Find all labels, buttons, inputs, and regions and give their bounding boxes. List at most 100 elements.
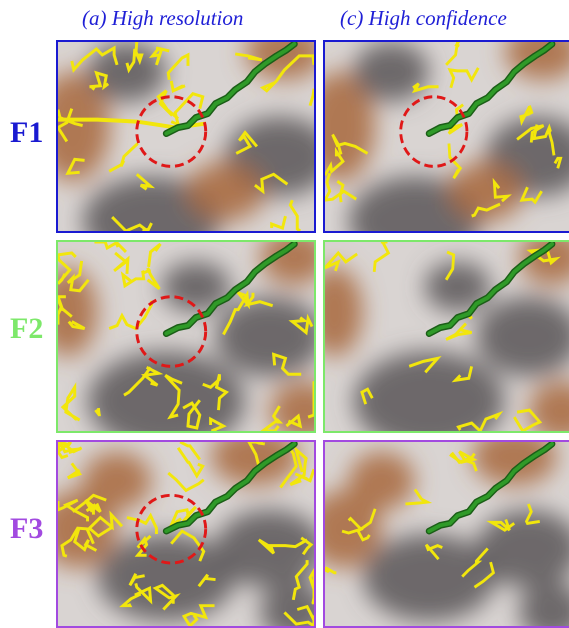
boundary-line bbox=[170, 529, 206, 562]
boundary-line bbox=[445, 42, 461, 66]
boundary-line bbox=[60, 525, 113, 558]
boundary-line bbox=[235, 52, 263, 62]
boundary-line bbox=[164, 373, 183, 420]
row-label-f3: F3 bbox=[10, 512, 44, 545]
boundary-line bbox=[424, 543, 443, 561]
boundary-line bbox=[524, 503, 540, 525]
boundary-line bbox=[58, 305, 73, 325]
boundary-line bbox=[73, 528, 98, 552]
boundary-line bbox=[167, 505, 197, 530]
boundary-line bbox=[108, 300, 154, 331]
boundary-line bbox=[235, 130, 259, 155]
trace-line bbox=[427, 242, 554, 336]
boundary-line bbox=[176, 447, 205, 479]
boundary-line bbox=[291, 560, 309, 601]
boundary-line bbox=[125, 42, 144, 74]
boundary-line bbox=[325, 250, 358, 272]
boundary-line bbox=[308, 567, 314, 605]
boundary-line bbox=[85, 510, 124, 545]
boundary-line bbox=[405, 488, 433, 506]
boundary-line bbox=[513, 408, 543, 431]
boundary-line bbox=[209, 416, 227, 431]
boundary-line bbox=[471, 202, 501, 218]
column-header-a: (a) High resolution bbox=[82, 6, 244, 30]
boundary-line bbox=[119, 592, 142, 608]
terrain-map bbox=[58, 42, 314, 231]
boundary-line bbox=[67, 320, 86, 331]
boundary-line bbox=[222, 289, 250, 336]
boundary-line bbox=[66, 260, 90, 293]
boundary-line bbox=[486, 518, 516, 532]
boundary-line bbox=[94, 407, 101, 417]
boundary-line bbox=[197, 573, 216, 588]
panel-f3-high-resolution bbox=[56, 440, 316, 628]
boundary-line bbox=[308, 88, 314, 107]
terrain-map bbox=[325, 442, 569, 626]
trace-line bbox=[427, 442, 554, 534]
boundary-line bbox=[259, 54, 314, 93]
boundary-line bbox=[526, 248, 561, 266]
trace-line bbox=[164, 442, 297, 534]
boundary-line bbox=[123, 366, 152, 397]
terrain-map bbox=[325, 42, 569, 231]
boundary-line bbox=[113, 251, 130, 274]
boundary-line bbox=[58, 251, 77, 285]
boundary-line bbox=[283, 604, 314, 626]
boundary-line bbox=[444, 250, 456, 281]
boundary-line bbox=[447, 143, 463, 180]
boundary-line bbox=[152, 583, 181, 611]
boundary-line bbox=[111, 216, 153, 231]
boundary-line bbox=[325, 146, 345, 177]
boundary-line bbox=[356, 508, 377, 542]
boundary-line bbox=[260, 405, 284, 431]
boundary-line bbox=[336, 180, 345, 203]
boundary-line bbox=[279, 449, 298, 489]
boundary-line bbox=[516, 124, 545, 143]
boundary-line bbox=[254, 172, 289, 195]
highlight-circle bbox=[135, 493, 208, 565]
boundary-line bbox=[360, 387, 374, 405]
boundary-line bbox=[120, 268, 152, 289]
boundary-line bbox=[445, 322, 472, 341]
boundary-line bbox=[519, 105, 534, 126]
panel-f2-high-confidence bbox=[323, 240, 569, 433]
boundary-line bbox=[288, 199, 302, 231]
boundary-line bbox=[461, 547, 489, 578]
boundary-line bbox=[325, 566, 337, 575]
column-header-c: (c) High confidence bbox=[340, 6, 507, 30]
terrain-map bbox=[58, 442, 314, 626]
boundary-line bbox=[58, 442, 83, 460]
boundary-line bbox=[532, 123, 556, 156]
boundary-line bbox=[70, 45, 119, 74]
boundary-line bbox=[181, 604, 215, 626]
boundary-line bbox=[288, 313, 314, 336]
boundary-line bbox=[147, 242, 162, 268]
highlight-circle bbox=[135, 95, 208, 168]
boundary-line bbox=[447, 67, 480, 89]
boundary-line bbox=[148, 46, 170, 66]
panel-f1-high-confidence bbox=[323, 40, 569, 233]
boundary-line bbox=[67, 462, 83, 480]
panel-f3-high-confidence bbox=[323, 440, 569, 628]
boundary-line bbox=[243, 292, 274, 308]
boundary-line bbox=[519, 186, 543, 205]
boundary-line bbox=[408, 356, 442, 374]
boundary-line bbox=[134, 583, 153, 605]
boundary-line bbox=[58, 108, 74, 143]
boundary-line bbox=[169, 80, 186, 93]
trace-line bbox=[427, 42, 554, 136]
boundary-line bbox=[84, 498, 102, 515]
trace-line bbox=[164, 42, 297, 136]
boundary-line bbox=[202, 373, 230, 411]
boundary-line bbox=[553, 156, 563, 169]
boundary-line bbox=[128, 573, 145, 587]
row-label-f1: F1 bbox=[10, 116, 44, 149]
boundary-line bbox=[331, 133, 369, 155]
boundary-line bbox=[89, 70, 110, 91]
row-label-f2: F2 bbox=[10, 312, 44, 345]
boundary-line bbox=[473, 561, 496, 589]
boundary-line bbox=[179, 442, 201, 461]
boundary-line bbox=[285, 413, 303, 429]
boundary-line bbox=[146, 267, 161, 290]
boundary-line bbox=[60, 382, 81, 422]
